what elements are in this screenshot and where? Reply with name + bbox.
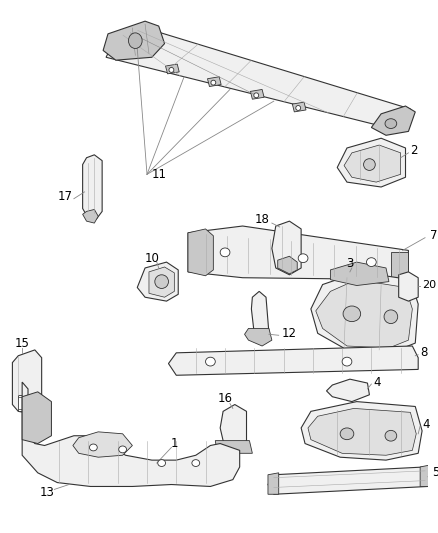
- Polygon shape: [326, 379, 369, 401]
- Polygon shape: [103, 21, 165, 60]
- Polygon shape: [316, 280, 412, 348]
- Polygon shape: [106, 28, 410, 132]
- Polygon shape: [169, 346, 418, 375]
- Polygon shape: [337, 138, 406, 187]
- Ellipse shape: [343, 306, 360, 321]
- Polygon shape: [244, 328, 272, 346]
- Text: 8: 8: [420, 346, 427, 359]
- Ellipse shape: [342, 357, 352, 366]
- Polygon shape: [301, 401, 422, 460]
- Text: 5: 5: [432, 466, 438, 479]
- Polygon shape: [311, 272, 418, 353]
- Polygon shape: [188, 229, 213, 276]
- Polygon shape: [278, 256, 297, 274]
- Polygon shape: [344, 145, 401, 182]
- Text: 13: 13: [40, 486, 55, 499]
- Text: 17: 17: [57, 190, 72, 203]
- Polygon shape: [18, 395, 35, 411]
- Ellipse shape: [211, 80, 216, 85]
- Ellipse shape: [89, 444, 97, 451]
- Text: 3: 3: [346, 256, 353, 270]
- Polygon shape: [137, 262, 178, 301]
- Polygon shape: [308, 408, 416, 455]
- Ellipse shape: [205, 357, 215, 366]
- Polygon shape: [272, 221, 301, 275]
- Polygon shape: [268, 473, 279, 494]
- Text: 11: 11: [152, 168, 167, 181]
- Text: 20: 20: [422, 279, 436, 289]
- Polygon shape: [22, 382, 240, 487]
- Text: 7: 7: [430, 229, 438, 243]
- Polygon shape: [73, 432, 132, 457]
- Ellipse shape: [169, 68, 174, 72]
- Ellipse shape: [385, 430, 397, 441]
- Polygon shape: [22, 392, 51, 443]
- Polygon shape: [330, 262, 389, 286]
- Polygon shape: [251, 90, 264, 99]
- Ellipse shape: [119, 446, 127, 453]
- Ellipse shape: [158, 459, 166, 466]
- Ellipse shape: [340, 428, 354, 440]
- Ellipse shape: [128, 33, 142, 49]
- Ellipse shape: [296, 106, 300, 110]
- Polygon shape: [251, 292, 269, 340]
- Ellipse shape: [384, 310, 398, 324]
- Text: 2: 2: [410, 144, 418, 157]
- Text: 16: 16: [218, 392, 233, 405]
- Polygon shape: [220, 405, 247, 450]
- Polygon shape: [12, 350, 42, 414]
- Ellipse shape: [155, 275, 169, 288]
- Polygon shape: [83, 209, 98, 223]
- Polygon shape: [391, 252, 409, 278]
- Text: 18: 18: [254, 213, 269, 225]
- Ellipse shape: [364, 159, 375, 171]
- Text: 4: 4: [422, 417, 430, 431]
- Polygon shape: [18, 397, 30, 409]
- Text: 15: 15: [15, 336, 30, 350]
- Polygon shape: [208, 77, 221, 86]
- Polygon shape: [371, 106, 415, 135]
- Polygon shape: [292, 102, 306, 112]
- Ellipse shape: [192, 459, 200, 466]
- Text: 4: 4: [373, 376, 381, 389]
- Text: 1: 1: [170, 437, 178, 450]
- Polygon shape: [215, 441, 252, 453]
- Polygon shape: [268, 467, 430, 494]
- Polygon shape: [188, 226, 409, 280]
- Ellipse shape: [385, 119, 397, 128]
- Polygon shape: [166, 64, 179, 74]
- Polygon shape: [399, 272, 418, 301]
- Polygon shape: [420, 465, 430, 487]
- Ellipse shape: [298, 254, 308, 263]
- Text: 12: 12: [282, 327, 297, 340]
- Ellipse shape: [367, 258, 376, 266]
- Ellipse shape: [254, 93, 259, 98]
- Text: 10: 10: [145, 252, 159, 265]
- Polygon shape: [149, 267, 174, 297]
- Ellipse shape: [220, 248, 230, 257]
- Polygon shape: [83, 155, 102, 219]
